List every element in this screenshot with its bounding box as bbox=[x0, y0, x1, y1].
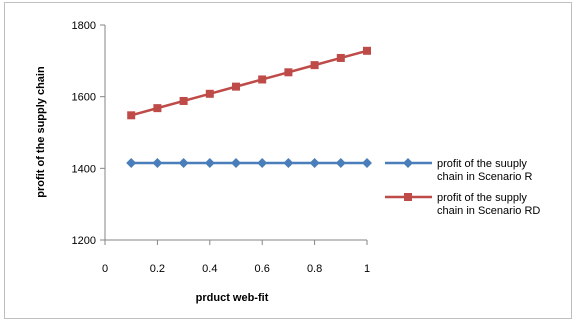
data-point bbox=[178, 157, 189, 168]
data-point bbox=[258, 75, 267, 84]
data-point bbox=[283, 157, 294, 168]
y-tick-labels: 1200 1400 1600 1800 bbox=[72, 20, 96, 247]
x-tick-label: 0 bbox=[102, 263, 108, 275]
data-point bbox=[127, 111, 136, 120]
data-point bbox=[231, 157, 241, 168]
x-tick-label: 0.4 bbox=[202, 263, 217, 275]
data-point bbox=[362, 157, 372, 168]
legend-marker bbox=[404, 193, 412, 201]
axes bbox=[100, 24, 368, 245]
series-2-line bbox=[130, 49, 368, 117]
data-point bbox=[284, 68, 293, 77]
legend-label: profit of the suuply bbox=[437, 158, 527, 170]
data-point bbox=[153, 104, 162, 113]
data-point bbox=[204, 157, 215, 168]
legend-marker bbox=[403, 158, 413, 168]
y-tick-label: 1200 bbox=[72, 235, 96, 247]
legend-label: chain in Scenario RD bbox=[437, 205, 540, 217]
data-point bbox=[363, 46, 371, 55]
data-point bbox=[179, 96, 188, 105]
x-tick-labels: 0 0.2 0.4 0.6 0.8 1 bbox=[102, 263, 370, 275]
data-point bbox=[257, 157, 268, 168]
data-point bbox=[205, 89, 214, 98]
data-point bbox=[310, 61, 319, 70]
x-tick-label: 0.6 bbox=[255, 263, 270, 275]
y-tick-label: 1800 bbox=[72, 20, 96, 32]
data-point bbox=[152, 157, 163, 168]
data-point bbox=[126, 157, 137, 168]
data-point bbox=[232, 82, 240, 91]
legend-label: chain in Scenario R bbox=[437, 171, 532, 183]
x-tick-label: 0.8 bbox=[307, 263, 322, 275]
series-1 bbox=[126, 157, 372, 168]
y-tick-label: 1600 bbox=[72, 92, 96, 104]
x-tick-label: 0.2 bbox=[150, 263, 165, 275]
x-axis-title: prduct web-fit bbox=[196, 292, 269, 304]
legend-label: profit of the supply bbox=[437, 192, 527, 204]
y-tick-label: 1400 bbox=[72, 163, 96, 175]
series-2 bbox=[127, 46, 371, 120]
x-tick-label: 1 bbox=[364, 263, 370, 275]
data-point bbox=[336, 53, 345, 62]
data-point bbox=[309, 157, 320, 168]
series-group bbox=[126, 46, 372, 168]
y-axis-title: profit of the supply chain bbox=[35, 66, 47, 198]
data-point bbox=[335, 157, 346, 168]
